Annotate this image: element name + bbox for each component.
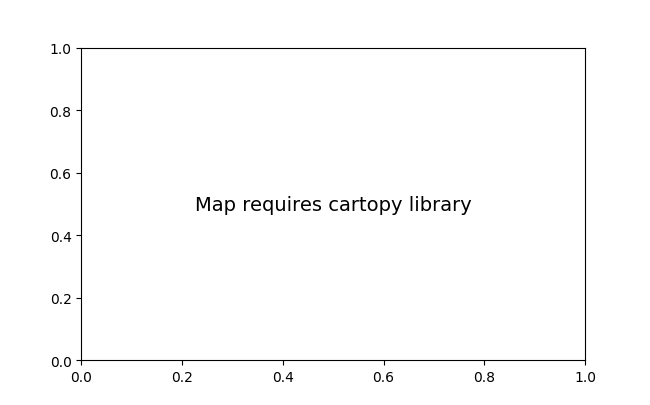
Text: Map requires cartopy library: Map requires cartopy library — [195, 195, 471, 214]
